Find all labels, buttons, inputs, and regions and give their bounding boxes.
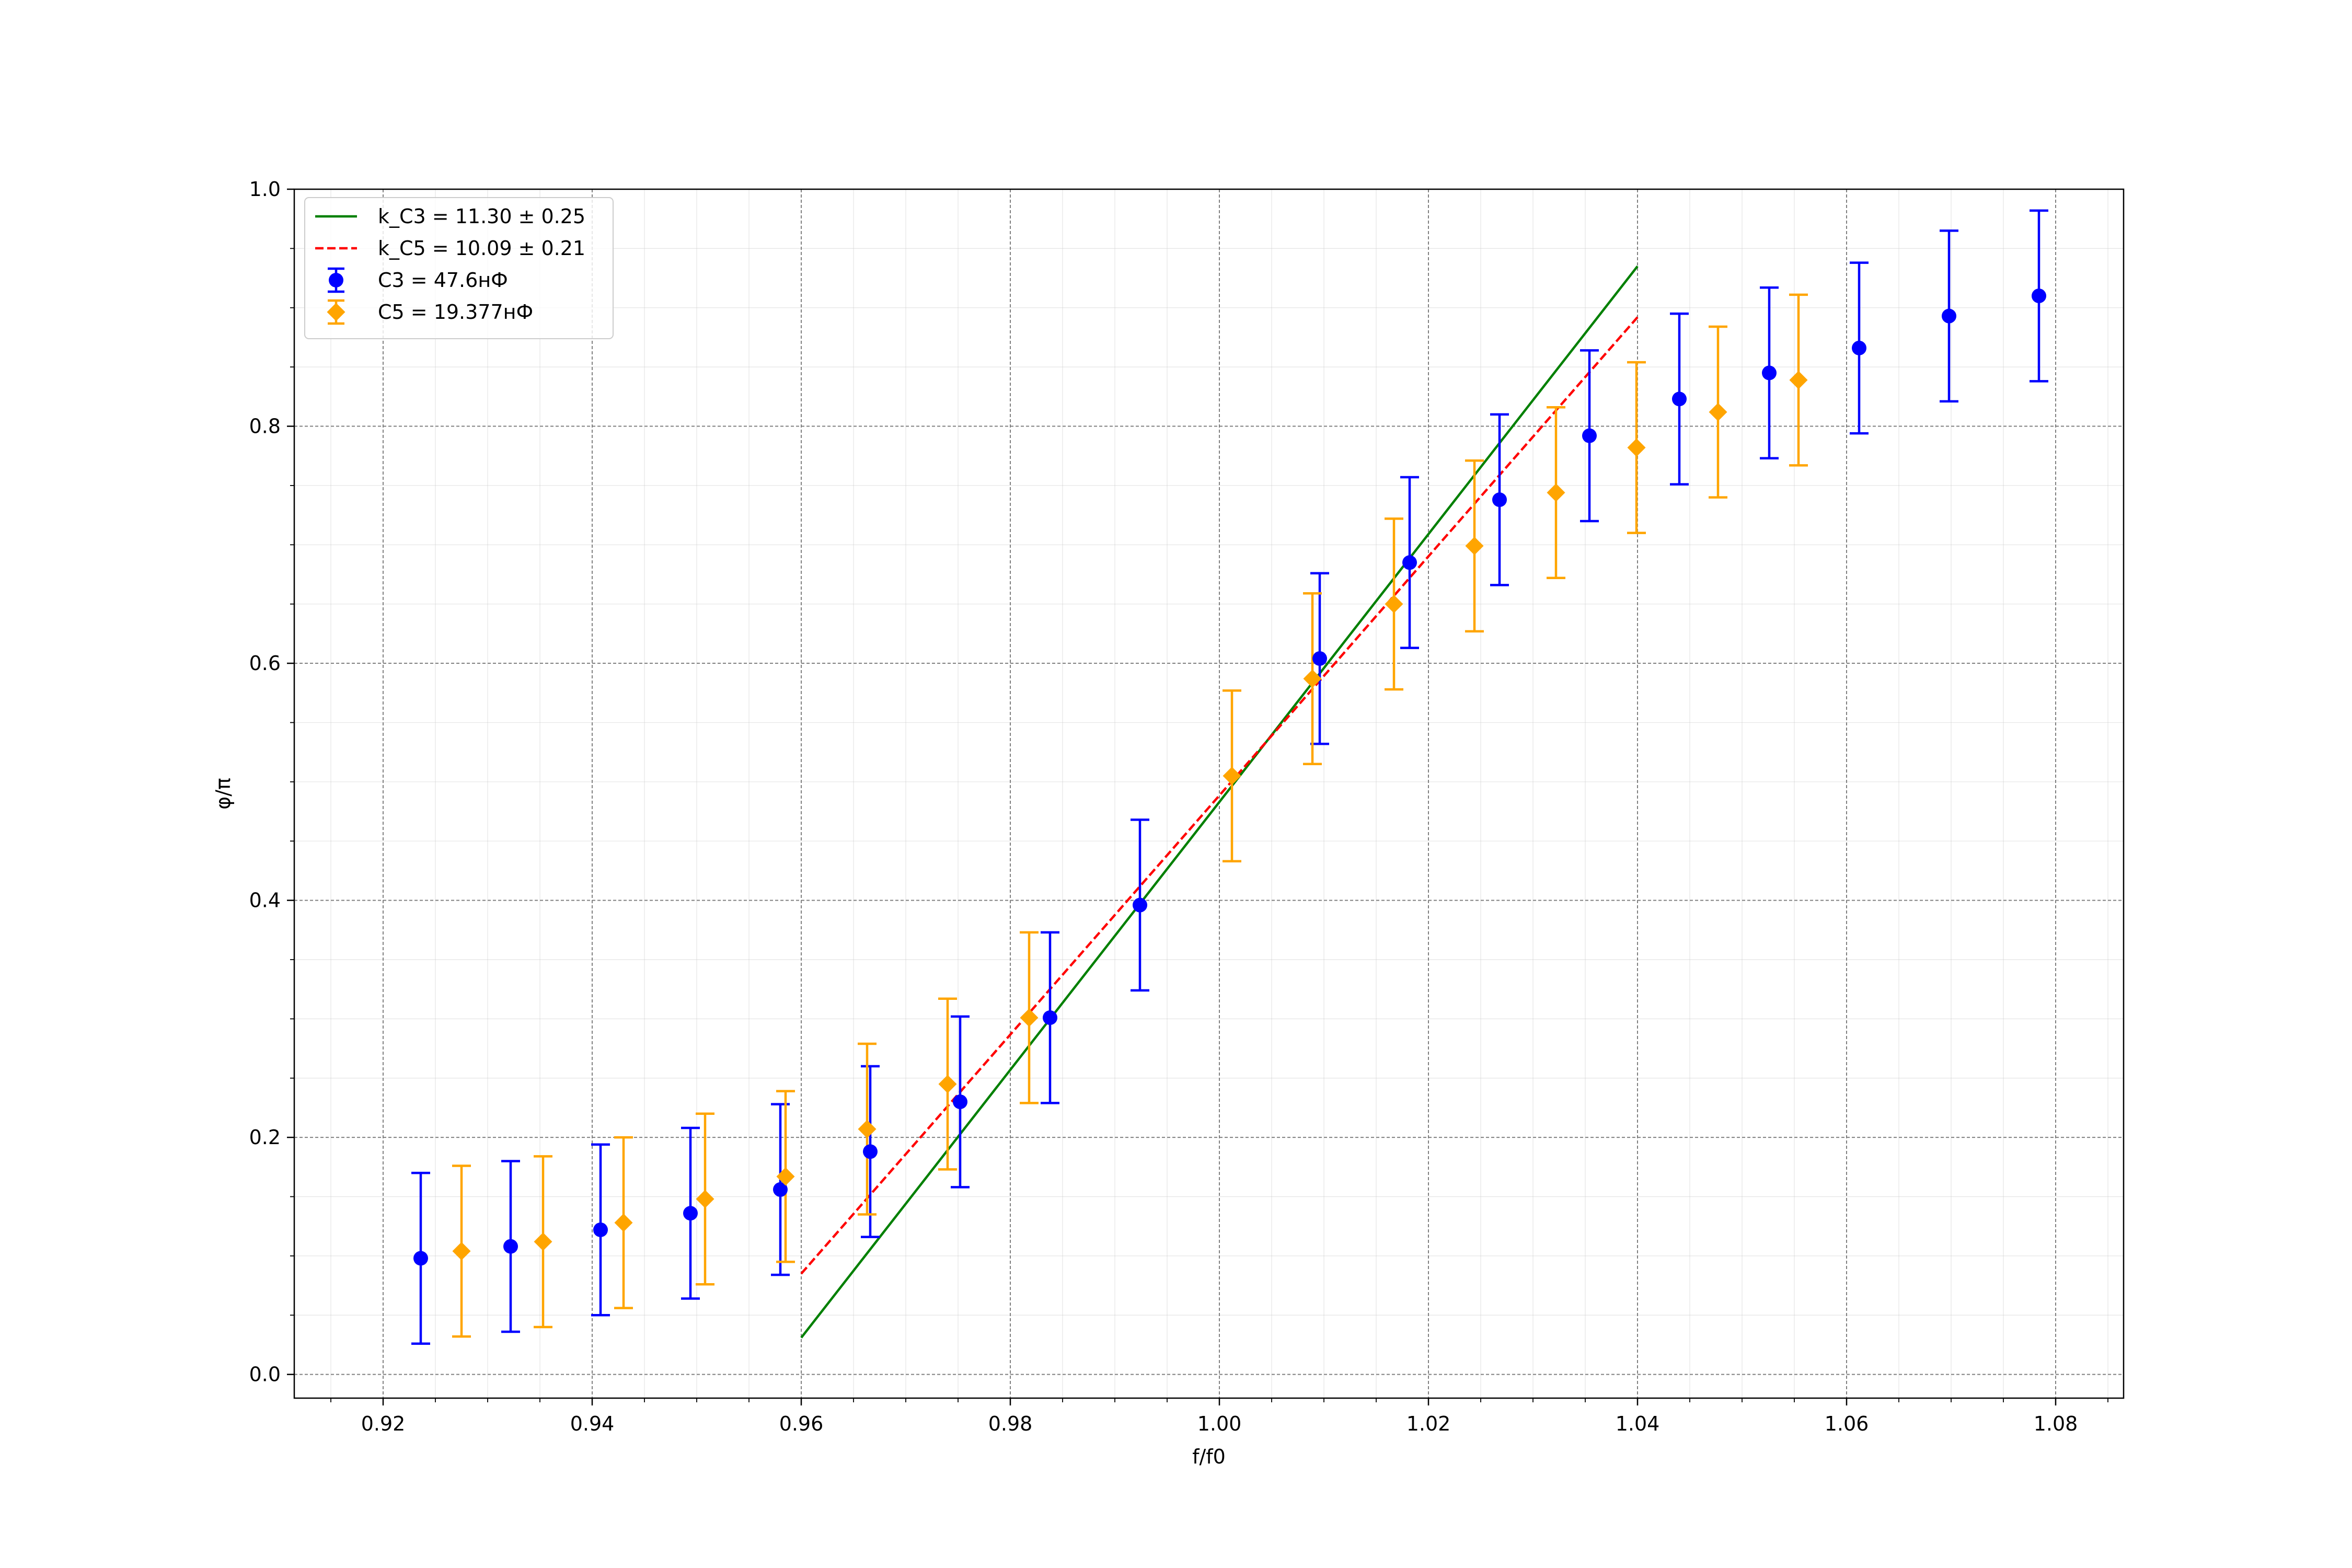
legend-swatch-marker (327, 303, 345, 321)
plot-frame (293, 188, 2125, 1399)
data-point (2032, 289, 2046, 304)
data-point (614, 1213, 633, 1232)
data-point (696, 1190, 714, 1208)
x-tick-label: 1.00 (1197, 1412, 1242, 1435)
y-tick-label: 0.6 (249, 652, 281, 675)
data-point (1020, 1008, 1039, 1027)
legend-label: C5 = 19.377нФ (378, 301, 533, 324)
y-tick-label: 0.0 (249, 1363, 281, 1386)
legend-label: k_C5 = 10.09 ± 0.21 (378, 237, 585, 260)
data-point (1312, 651, 1327, 666)
x-tick-label: 1.08 (2034, 1412, 2078, 1435)
data-point (452, 1242, 471, 1261)
data-point (1223, 766, 1241, 785)
data-point (953, 1094, 967, 1110)
y-tick-label: 1.0 (249, 178, 281, 201)
data-point (776, 1167, 795, 1186)
data-point (938, 1075, 957, 1093)
x-tick-label: 1.04 (1616, 1412, 1660, 1435)
data-point (1492, 492, 1507, 508)
data-point (1402, 555, 1417, 570)
data-point (1852, 340, 1866, 355)
y-tick-labels: 0.0 0.2 0.4 0.6 0.8 1.0 (249, 178, 281, 1386)
data-point (1709, 402, 1727, 421)
minor-grid (294, 189, 2124, 1398)
data-point (1465, 537, 1484, 556)
x-tick-label: 0.94 (570, 1412, 615, 1435)
data-point (1547, 483, 1565, 502)
data-point (1672, 391, 1687, 407)
y-tick-label: 0.8 (249, 415, 281, 438)
data-point (534, 1232, 552, 1251)
axis-ticks (287, 188, 2108, 1405)
data-point (1627, 438, 1646, 457)
data-point (683, 1206, 698, 1221)
data-point (1385, 595, 1403, 614)
x-tick-label: 1.06 (1825, 1412, 1869, 1435)
data-point (593, 1222, 608, 1237)
data-point (773, 1182, 788, 1197)
x-tick-label: 1.02 (1406, 1412, 1451, 1435)
data-point (503, 1239, 518, 1254)
legend-swatch-marker (329, 273, 343, 287)
fit-line-2 (800, 266, 1639, 1339)
x-tick-label: 0.98 (988, 1412, 1033, 1435)
x-tick-labels: 0.92 0.94 0.96 0.98 1.00 1.02 1.04 1.06 1.08 (361, 1412, 2078, 1435)
legend: k_C3 = 11.30 ± 0.25 k_C5 = 10.09 ± 0.21 C3… (304, 197, 614, 339)
data-point (1133, 897, 1147, 913)
fit-line-3 (800, 316, 1639, 1275)
data-point (1942, 308, 1956, 324)
x-axis-label: f/f0 (1192, 1445, 1226, 1468)
data-point (863, 1144, 878, 1159)
data-point (1582, 428, 1597, 443)
data-point (858, 1120, 877, 1138)
data-point (1789, 371, 1808, 389)
data-point (1762, 365, 1777, 381)
x-tick-label: 0.92 (361, 1412, 406, 1435)
fit-lines (800, 266, 1639, 1339)
data-point (1303, 670, 1322, 688)
markers (413, 289, 2046, 1266)
data-point (413, 1251, 428, 1266)
legend-box (304, 197, 614, 339)
y-axis-label: φ/π (212, 778, 235, 810)
y-tick-label: 0.4 (249, 889, 281, 912)
x-tick-label: 0.96 (779, 1412, 824, 1435)
data-point (1043, 1010, 1057, 1025)
legend-label: C3 = 47.6нФ (378, 269, 508, 292)
y-tick-label: 0.2 (249, 1126, 281, 1149)
legend-label: k_C3 = 11.30 ± 0.25 (378, 205, 585, 228)
